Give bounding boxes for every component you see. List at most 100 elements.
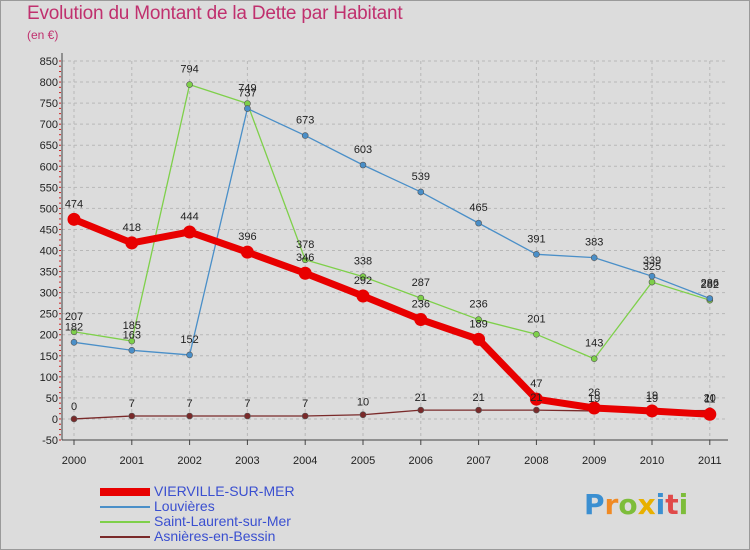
- x-tick-label: 2006: [409, 455, 433, 467]
- logo-letter: i: [655, 488, 666, 521]
- series-point-2: [128, 337, 136, 345]
- data-label-2: 236: [469, 299, 487, 311]
- logo-letter: o: [618, 488, 638, 521]
- series-point-3: [301, 412, 309, 420]
- data-label-2: 282: [701, 279, 719, 291]
- legend-label: VIERVILLE-SUR-MER: [154, 483, 295, 499]
- series-point-2: [417, 294, 425, 302]
- x-tick-label: 2010: [640, 455, 664, 467]
- series-point-3: [475, 406, 482, 414]
- data-label-0: 26: [588, 387, 600, 399]
- data-label-1: 603: [354, 144, 372, 156]
- series-point-2: [301, 256, 309, 264]
- data-label-1: 182: [65, 321, 83, 333]
- x-tick-label: 2002: [177, 455, 201, 467]
- series-point-3: [359, 411, 367, 419]
- legend: VIERVILLE-SUR-MER Louvières Saint-Laurent-…: [100, 484, 360, 544]
- series-point-3: [186, 412, 193, 420]
- data-label-3: 19: [588, 393, 600, 405]
- series-point-0: [703, 407, 717, 421]
- series-point-2: [533, 331, 540, 338]
- series-point-0: [587, 401, 601, 415]
- series-point-0: [645, 404, 659, 418]
- legend-swatch: [100, 536, 150, 538]
- legend-item: Asnières-en-Bessin: [100, 529, 360, 544]
- data-label-2: 378: [296, 239, 314, 251]
- y-tick-label: 550: [40, 182, 58, 194]
- data-label-3: 0: [71, 401, 77, 413]
- series-point-2: [475, 316, 482, 323]
- legend-swatch: [100, 488, 150, 496]
- legend-item: Saint-Laurent-sur-Mer: [100, 514, 360, 529]
- legend-label: Louvières: [154, 498, 215, 514]
- data-label-3: 7: [129, 398, 135, 410]
- x-tick-label: 2008: [524, 455, 548, 467]
- series-point-3: [417, 406, 425, 414]
- data-label-2: 325: [643, 261, 661, 273]
- data-label-3: 7: [187, 398, 193, 410]
- data-label-3: 21: [530, 392, 542, 404]
- x-tick-label: 2004: [293, 455, 317, 467]
- series-point-1: [70, 339, 78, 346]
- data-label-0: 189: [469, 318, 487, 330]
- chart-subtitle: (en €): [27, 28, 59, 42]
- series-point-3: [244, 412, 251, 420]
- y-tick-label: 150: [40, 351, 58, 363]
- data-label-3: 19: [646, 393, 658, 405]
- y-tick-label: 400: [40, 246, 58, 258]
- series-point-0: [472, 332, 486, 346]
- y-tick-label: 750: [40, 98, 58, 110]
- y-tick-label: 500: [40, 203, 58, 215]
- data-label-1: 465: [469, 202, 487, 214]
- series-point-1: [128, 347, 136, 354]
- data-label-2: 287: [412, 277, 430, 289]
- y-tick-label: 100: [40, 372, 58, 384]
- data-label-3: 10: [357, 397, 369, 409]
- series-point-0: [298, 266, 312, 280]
- data-label-2: 749: [238, 83, 256, 95]
- logo-letter: i: [678, 488, 689, 521]
- series-point-1: [244, 105, 251, 112]
- y-tick-label: 50: [46, 393, 58, 405]
- series-point-0: [529, 392, 543, 406]
- x-tick-label: 2011: [698, 455, 722, 467]
- series-point-1: [186, 351, 193, 359]
- data-label-3: 21: [472, 392, 484, 404]
- data-label-0: 346: [296, 252, 314, 264]
- logo-letter: t: [665, 488, 679, 521]
- series-point-3: [128, 412, 136, 420]
- data-label-0: 444: [180, 211, 198, 223]
- series-point-2: [186, 81, 193, 88]
- data-label-2: 207: [65, 311, 83, 323]
- data-label-1: 152: [180, 334, 198, 346]
- x-tick-label: 2000: [62, 455, 86, 467]
- data-label-3: 21: [415, 392, 427, 404]
- legend-swatch: [100, 521, 150, 523]
- legend-item: VIERVILLE-SUR-MER: [100, 484, 360, 499]
- data-label-0: 47: [530, 378, 542, 390]
- data-label-0: 396: [238, 231, 256, 243]
- series-point-0: [67, 212, 81, 226]
- series-point-2: [359, 273, 367, 280]
- y-tick-label: 600: [40, 161, 58, 173]
- logo-letter: x: [637, 488, 656, 521]
- data-label-1: 163: [123, 329, 141, 341]
- legend-label: Saint-Laurent-sur-Mer: [154, 513, 291, 529]
- y-tick-label: 700: [40, 119, 58, 131]
- data-label-0: 11: [704, 393, 715, 405]
- legend-label: Asnières-en-Bessin: [154, 528, 276, 544]
- logo-letter: P: [584, 488, 605, 521]
- series-point-0: [414, 313, 428, 327]
- data-label-2: 201: [527, 313, 545, 325]
- chart-title: Evolution du Montant de la Dette par Hab…: [27, 3, 403, 24]
- series-point-0: [356, 289, 370, 303]
- data-label-1: 286: [701, 278, 719, 290]
- series-point-3: [533, 406, 540, 414]
- series-point-1: [648, 272, 656, 280]
- series-point-1: [359, 161, 367, 169]
- data-label-1: 737: [238, 88, 256, 100]
- x-tick-label: 2001: [120, 455, 144, 467]
- series-point-1: [475, 219, 482, 227]
